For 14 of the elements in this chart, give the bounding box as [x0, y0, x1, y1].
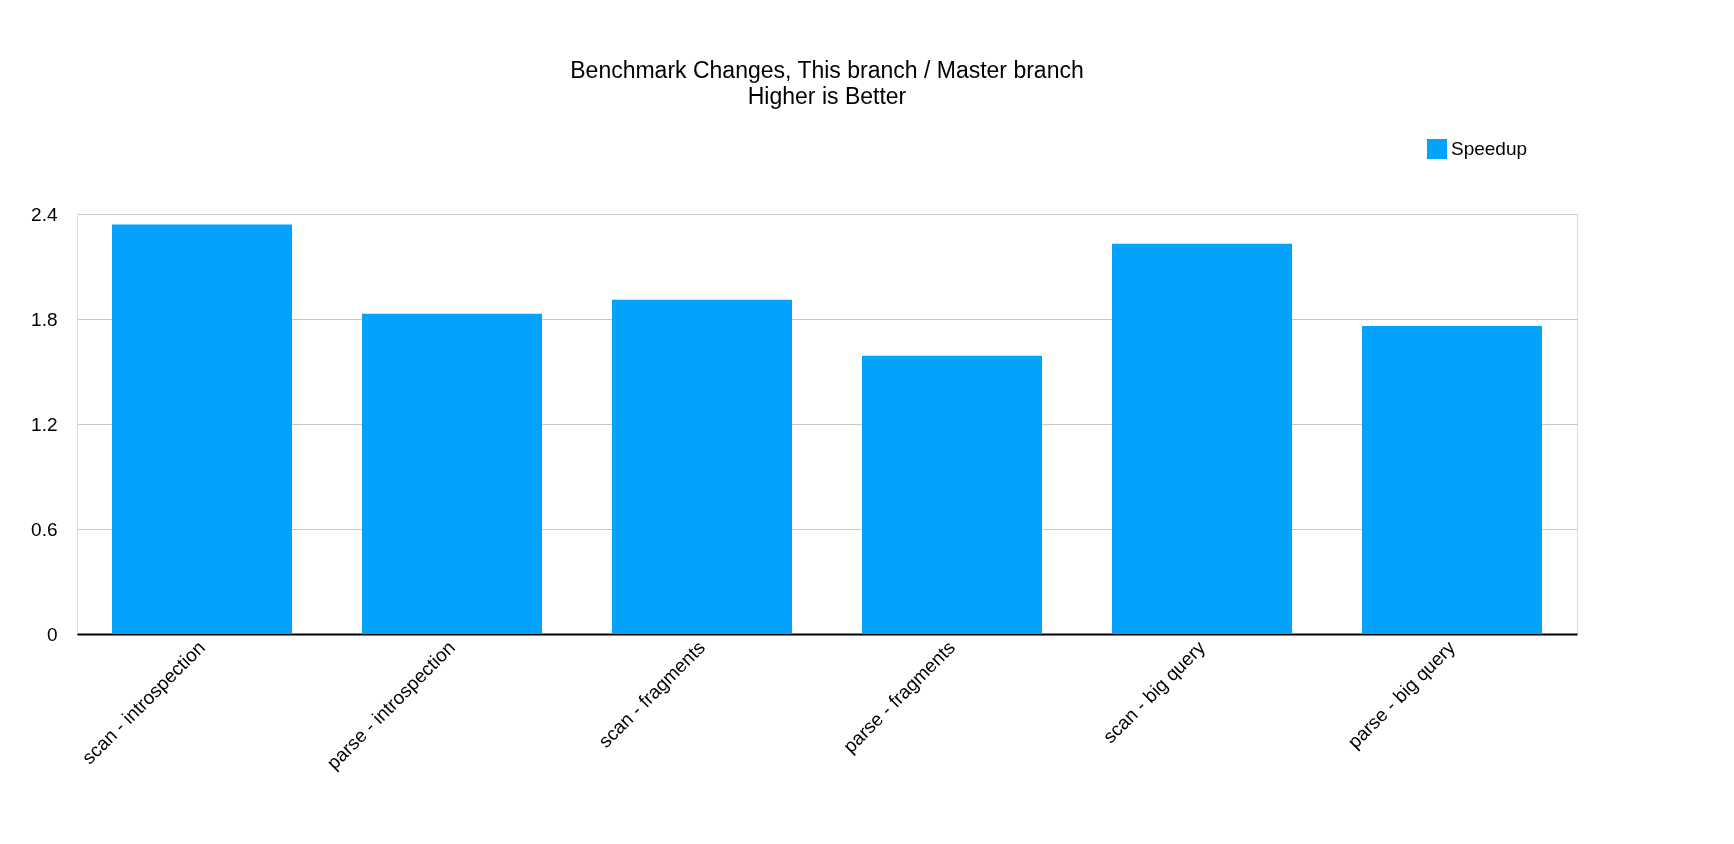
y-tick-label: 1.2: [31, 413, 58, 435]
y-tick-label: 0.6: [31, 518, 58, 540]
bar: [862, 355, 1042, 634]
legend-label: Speedup: [1451, 138, 1528, 159]
bar: [612, 299, 792, 634]
y-tick-label: 1.8: [31, 308, 58, 330]
y-tick-label: 2.4: [31, 203, 58, 225]
bar: [1362, 326, 1542, 634]
bar: [112, 224, 292, 634]
chart-title: Benchmark Changes, This branch / Master branch: [570, 57, 1084, 83]
chart-subtitle: Higher is Better: [747, 83, 907, 109]
y-tick-label: 0: [46, 623, 58, 645]
bar: [1112, 243, 1292, 634]
bar: [362, 313, 542, 634]
